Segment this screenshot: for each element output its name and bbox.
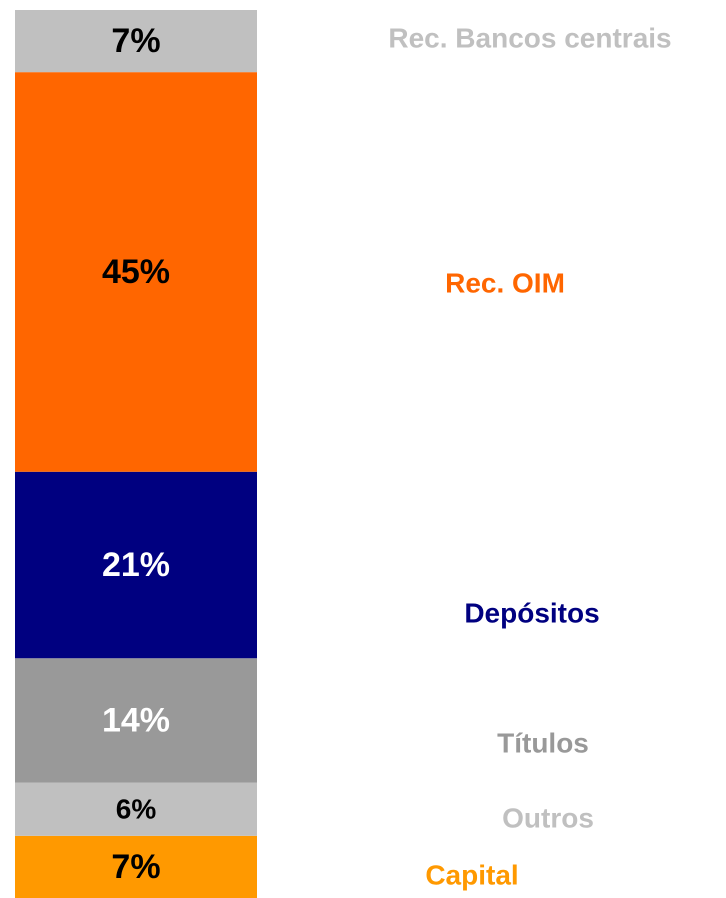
legend-label: Rec. OIM	[445, 267, 565, 298]
bar-segment	[15, 658, 257, 783]
bar-segment	[15, 782, 257, 836]
bar-segment	[15, 10, 257, 73]
legend-label: Depósitos	[464, 597, 599, 628]
bar-segment	[15, 835, 257, 898]
bar-segment	[15, 471, 257, 659]
value-label: 7%	[111, 22, 160, 60]
value-label: 14%	[102, 701, 170, 739]
bar-segment	[15, 72, 257, 472]
value-label: 6%	[116, 794, 157, 825]
legend-label: Rec. Bancos centrais	[388, 22, 671, 53]
value-label: 45%	[102, 253, 170, 291]
legend-label: Títulos	[497, 727, 589, 758]
legend-label: Outros	[502, 802, 594, 833]
legend-label: Capital	[425, 859, 518, 890]
value-label: 21%	[102, 546, 170, 584]
value-label: 7%	[111, 848, 160, 886]
